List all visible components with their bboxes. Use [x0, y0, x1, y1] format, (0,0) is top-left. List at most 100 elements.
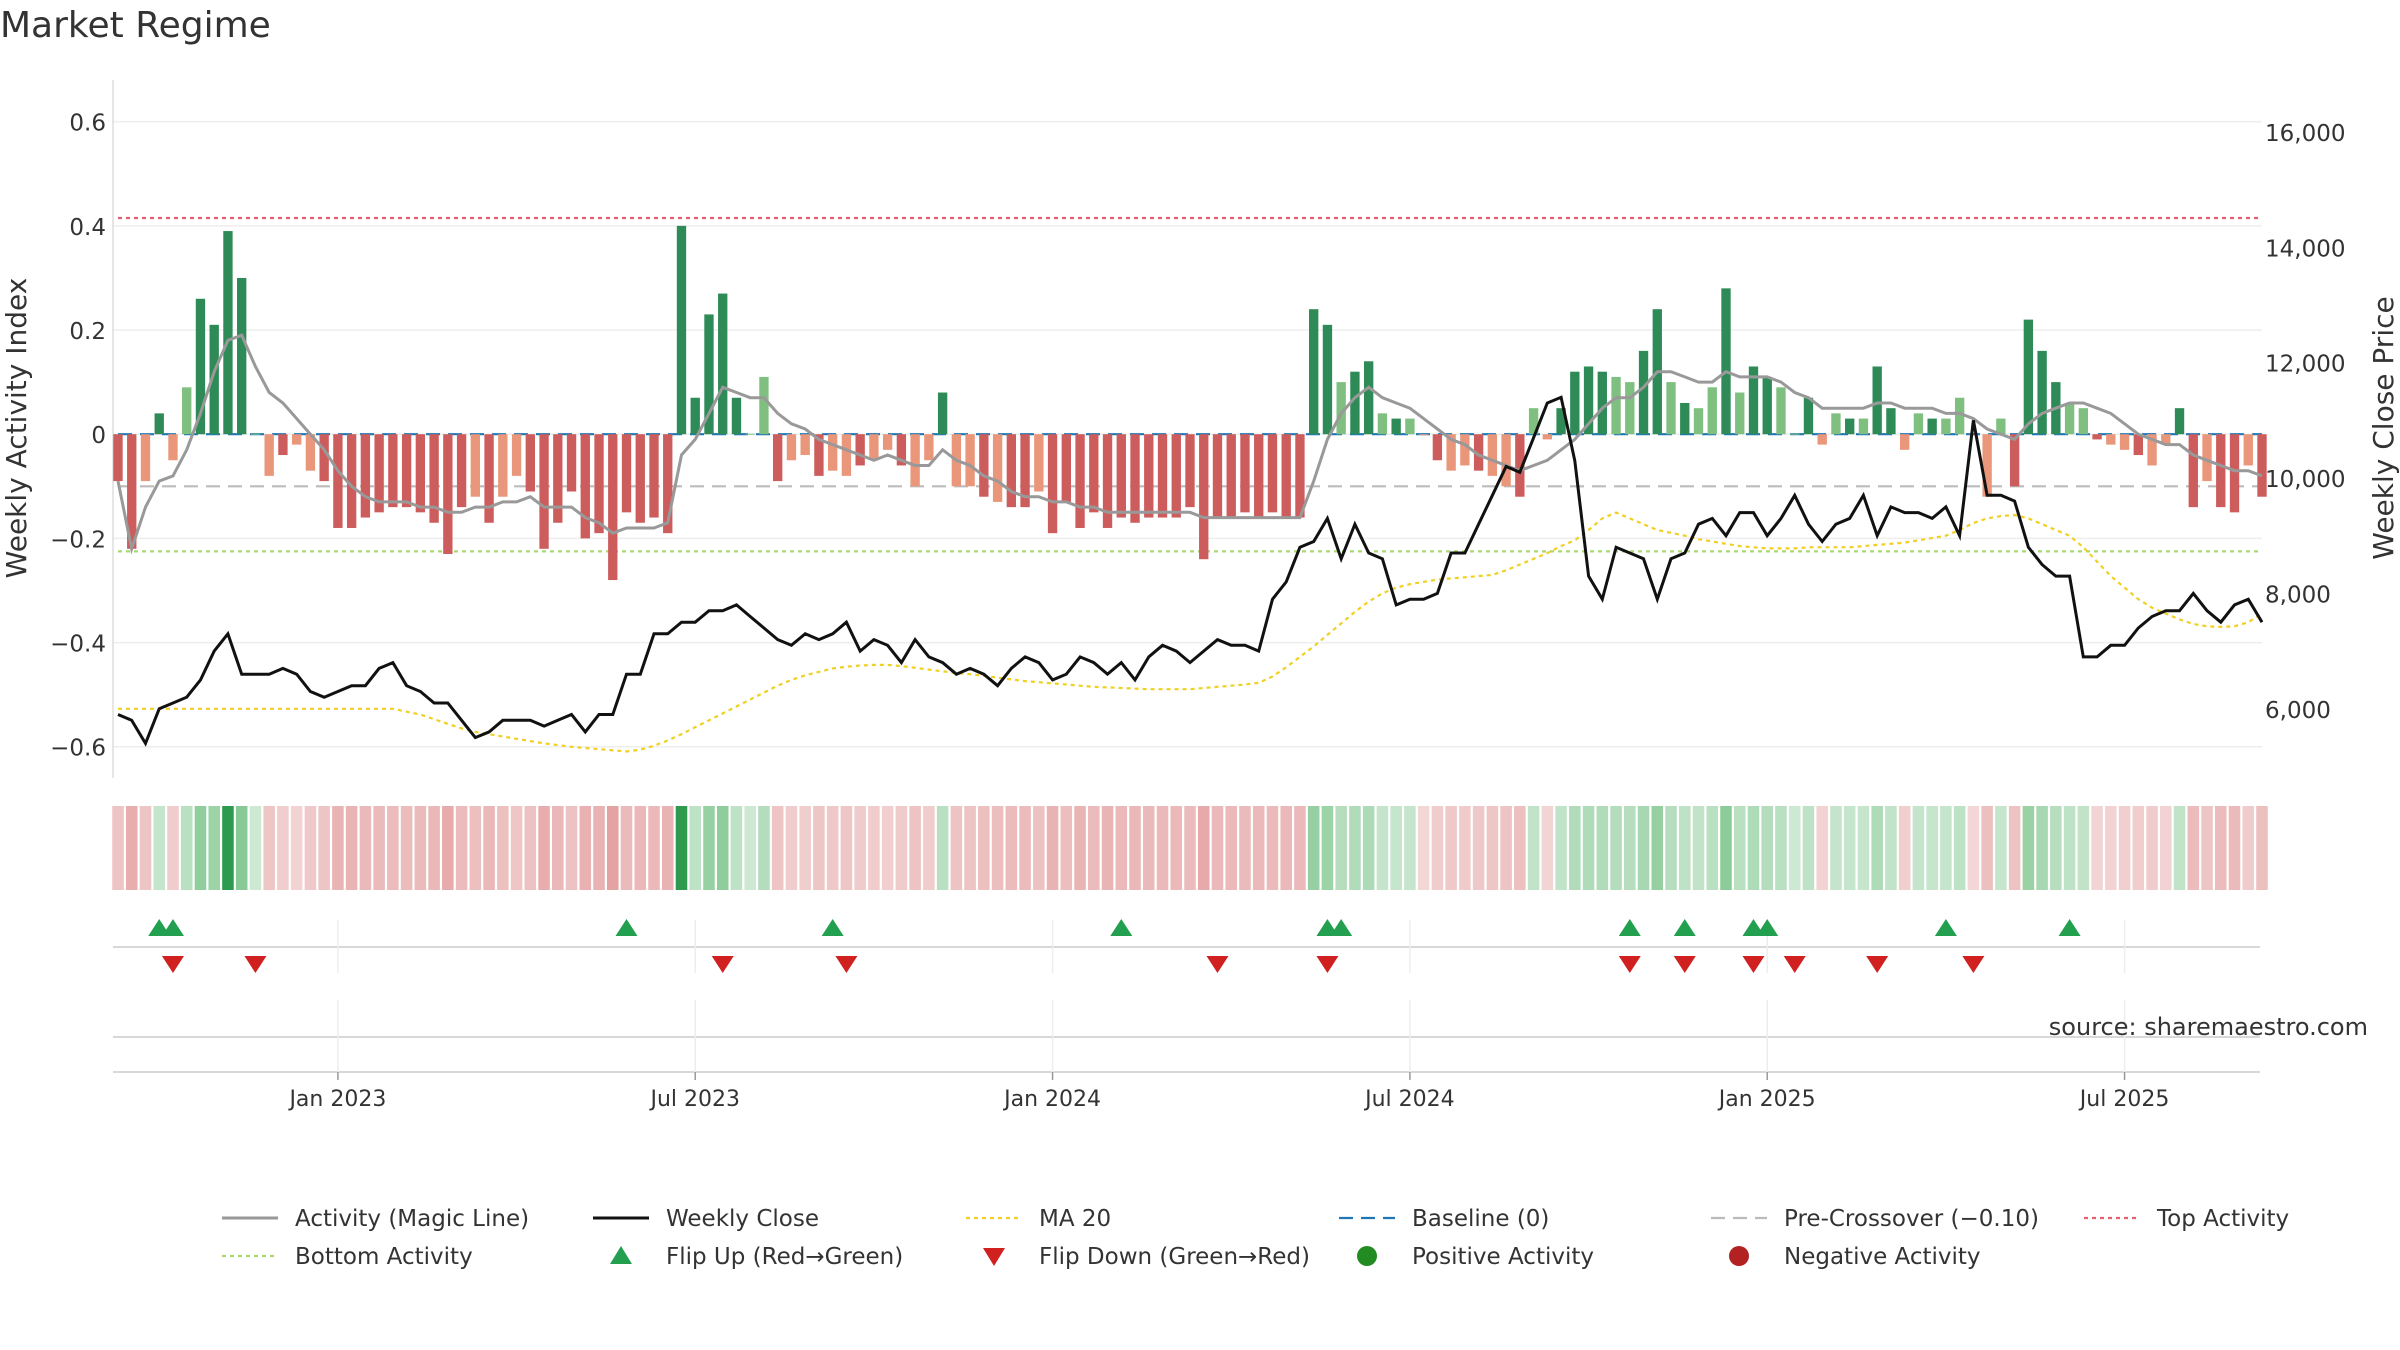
activity-bar: [800, 434, 810, 456]
regime-cell: [895, 806, 908, 890]
activity-bar: [896, 434, 907, 466]
activity-bar: [2202, 434, 2212, 482]
activity-bar: [635, 434, 645, 523]
activity-bar: [2161, 434, 2171, 445]
activity-bar: [1047, 434, 1058, 534]
regime-cell: [1033, 806, 1045, 890]
regime-cell: [1170, 806, 1183, 890]
regime-cell: [813, 806, 825, 890]
regime-cell: [1294, 806, 1306, 890]
regime-cell: [1211, 806, 1224, 890]
activity-bar: [511, 434, 522, 476]
legend-item: Flip Up (Red→Green): [610, 1244, 903, 1270]
source-label: source: sharemaestro.com: [2049, 1013, 2368, 1041]
regime-cell: [1500, 806, 1512, 890]
regime-cell: [1665, 806, 1677, 890]
activity-bar: [498, 434, 508, 497]
regime-cell: [1775, 806, 1787, 890]
activity-bar: [1350, 371, 1360, 435]
regime-cell: [703, 806, 715, 890]
activity-bar: [1886, 408, 1896, 435]
activity-bar: [2147, 434, 2157, 466]
activity-bar: [1157, 434, 1168, 518]
regime-cell: [208, 806, 220, 890]
regime-cell: [2063, 806, 2076, 890]
x-tick-label: Jul 2023: [648, 1087, 740, 1112]
magic-line-series: [116, 333, 2263, 555]
activity-bar: [1473, 434, 1484, 471]
main-panel: 0.6 0.4 0.2 0 −0.2 −0.4 −0.6 16,000 14,000 12,00…: [0, 80, 2400, 778]
flip-down-marker: [1866, 956, 1889, 973]
activity-bar: [786, 434, 797, 461]
activity-bar: [1776, 387, 1786, 435]
flip-up-marker: [161, 919, 184, 936]
regime-cell: [139, 806, 152, 890]
flip-up-marker: [1330, 919, 1353, 936]
regime-cell: [1156, 806, 1169, 890]
regime-cell: [2008, 806, 2021, 890]
activity-bar: [1020, 434, 1030, 508]
regime-cell: [1981, 806, 1993, 890]
regime-cell: [524, 806, 537, 890]
x-tick-label: Jul 2024: [1363, 1087, 1455, 1112]
regime-cell: [964, 806, 976, 890]
activity-bar: [374, 434, 384, 513]
legend-swatch: [1729, 1246, 1749, 1266]
regime-cell: [1541, 806, 1554, 890]
legend-label: Negative Activity: [1784, 1244, 1981, 1270]
flip-down-marker: [1742, 956, 1765, 973]
regime-cell: [1239, 806, 1251, 890]
regime-cell: [1307, 806, 1320, 890]
legend-label: Weekly Close: [666, 1206, 819, 1232]
activity-bar: [1418, 434, 1429, 436]
flip-down-marker: [161, 956, 184, 973]
activity-bar: [1212, 434, 1223, 518]
regime-cell: [675, 806, 688, 890]
regime-cell: [2146, 806, 2158, 890]
regime-cell: [716, 806, 729, 890]
regime-cell: [318, 806, 330, 890]
regime-cell: [1967, 806, 1980, 890]
activity-bar: [429, 434, 439, 523]
regime-cell: [1527, 806, 1540, 890]
activity-bar: [2078, 408, 2089, 435]
activity-bar: [237, 277, 247, 435]
regime-cell: [1843, 806, 1856, 890]
activity-bar: [1006, 434, 1017, 508]
activity-bar: [209, 324, 219, 435]
activity-bar: [1116, 434, 1126, 518]
regime-cell: [1802, 806, 1815, 890]
activity-bar: [965, 434, 975, 487]
activity-bar: [937, 392, 948, 435]
regime-cell: [1184, 806, 1196, 890]
right-axis-ticks: 16,000 14,000 12,000 10,000 8,000 6,000: [2265, 121, 2345, 724]
regime-cell: [991, 806, 1004, 890]
activity-bar: [484, 434, 494, 523]
regime-cell: [1816, 806, 1828, 890]
activity-bar: [1515, 434, 1525, 497]
activity-bar: [1817, 434, 1827, 445]
regime-cell: [112, 806, 124, 890]
legend-item: Activity (Magic Line): [222, 1206, 529, 1232]
activity-bar: [1075, 434, 1085, 528]
legend-item: Flip Down (Green→Red): [983, 1244, 1310, 1270]
activity-bar: [2257, 434, 2267, 497]
activity-bar: [1487, 434, 1498, 476]
activity-bar: [2092, 434, 2102, 440]
activity-bar: [1336, 382, 1346, 435]
legend-item: MA 20: [966, 1206, 1111, 1232]
regime-cell: [469, 806, 482, 890]
activity-bar: [1377, 413, 1388, 435]
regime-cell: [552, 806, 564, 890]
regime-cell: [400, 806, 413, 890]
regime-cell: [1225, 806, 1238, 890]
activity-bar: [2037, 350, 2047, 435]
right-tick-label: 6,000: [2265, 698, 2331, 724]
activity-bar: [154, 413, 164, 435]
flip-up-marker: [2058, 919, 2081, 936]
regime-cell: [222, 806, 234, 890]
left-axis-ticks: 0.6 0.4 0.2 0 −0.2 −0.4 −0.6: [50, 111, 106, 762]
legend-label: Flip Down (Green→Red): [1039, 1244, 1310, 1270]
activity-bar: [470, 434, 481, 497]
regime-cell: [840, 806, 853, 890]
